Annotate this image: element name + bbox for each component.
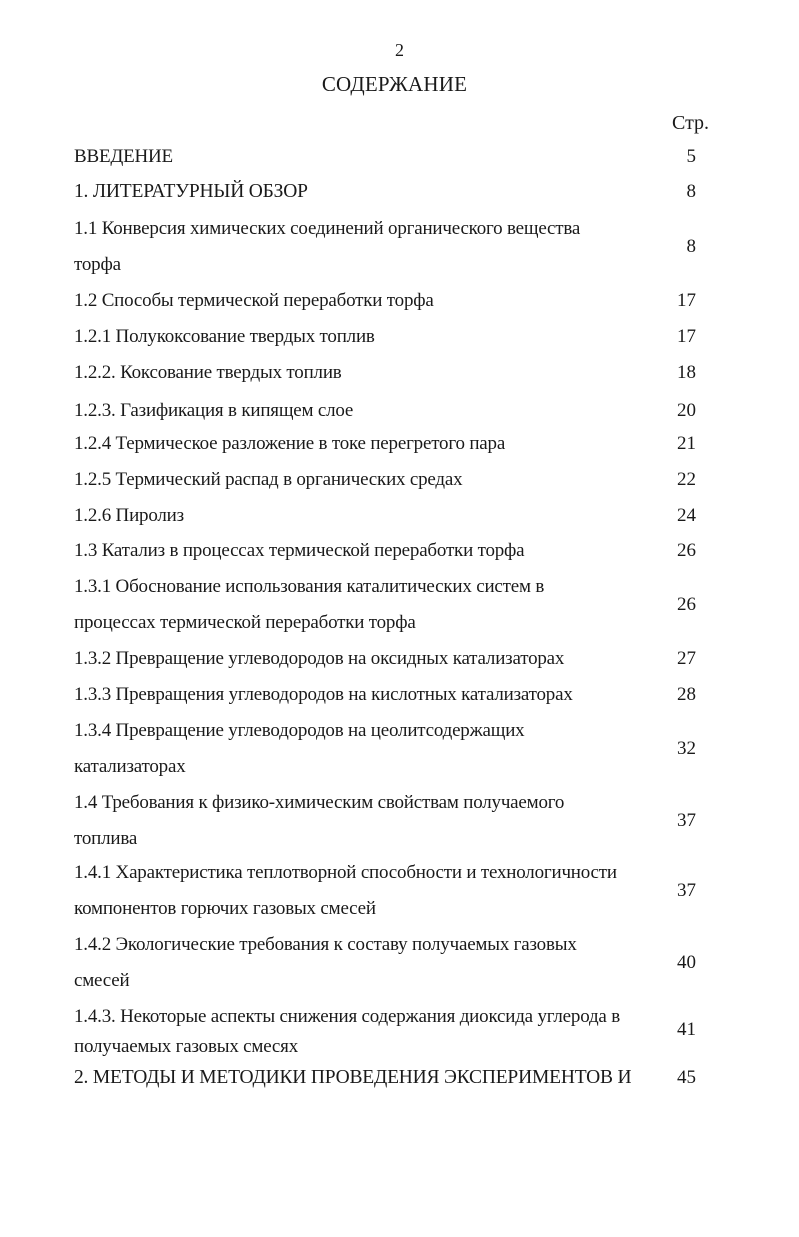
toc-entry-page: 41: [677, 1019, 696, 1040]
toc-entry-page: 18: [677, 362, 696, 383]
page-column-label: Стр.: [672, 112, 710, 134]
toc-entry-text: торфа: [74, 254, 121, 275]
toc-entry-page: 37: [677, 880, 696, 901]
toc-entry-text: получаемых газовых смесях: [74, 1036, 299, 1057]
toc-entry-text: 1.2.6 Пиролиз: [74, 505, 184, 526]
toc-entry-text: смесей: [74, 970, 130, 991]
toc-entry-text: топлива: [74, 828, 138, 849]
toc-entry: 1.3.3 Превращения углеводородов на кисло…: [74, 677, 696, 713]
toc-entry-page: 20: [677, 400, 696, 421]
toc-entry: 1.3 Катализ в процессах термической пере…: [74, 533, 696, 569]
toc-entry-page: 8: [686, 181, 697, 202]
toc-entry: 1.3.2 Превращение углеводородов на оксид…: [74, 641, 696, 677]
toc-entry: 1.4.1 Характеристика теплотворной способ…: [74, 855, 696, 927]
toc-entry-page: 22: [677, 469, 696, 490]
toc-entry-page: 17: [677, 290, 696, 311]
toc-entry-text: 1.3.2 Превращение углеводородов на оксид…: [74, 648, 565, 669]
toc-entry-text: 1.3 Катализ в процессах термической пере…: [74, 540, 525, 561]
toc-entry-page: 8: [686, 236, 697, 257]
toc-entry-text: 1.2.1 Полукоксование твердых топлив: [74, 326, 375, 347]
toc-entry-page: 45: [677, 1067, 696, 1088]
toc-entry-page: 32: [677, 738, 696, 759]
toc-entry-text: ВВЕДЕНИЕ: [74, 146, 173, 167]
toc-entry: 1.3.4 Превращение углеводородов на цеоли…: [74, 713, 696, 785]
toc-entry: 1.2.6 Пиролиз 24: [74, 498, 696, 534]
toc-entry: 2. МЕТОДЫ И МЕТОДИКИ ПРОВЕДЕНИЯ ЭКСПЕРИМ…: [74, 1060, 696, 1096]
toc-entry-text: 1.3.4 Превращение углеводородов на цеоли…: [74, 720, 525, 741]
toc-entry-text: 1.1 Конверсия химических соединений орга…: [74, 218, 581, 239]
toc-entry: 1.2.4 Термическое разложение в токе пере…: [74, 426, 696, 462]
toc-entry: 1.4.2 Экологические требования к составу…: [74, 927, 696, 999]
toc-entry-text: 1.4.3. Некоторые аспекты снижения содерж…: [74, 1006, 620, 1027]
toc-entry: 1.4.3. Некоторые аспекты снижения содерж…: [74, 1000, 696, 1060]
toc-entry: 1.1 Конверсия химических соединений орга…: [74, 211, 697, 283]
toc-entry: 1.2.2. Коксование твердых топлив 18: [74, 355, 696, 391]
toc-entry-page: 24: [677, 505, 696, 526]
toc-entry-text: 1. ЛИТЕРАТУРНЫЙ ОБЗОР: [74, 181, 308, 202]
toc-entry-page: 17: [677, 326, 696, 347]
page-number: 2: [395, 40, 404, 60]
toc-entry-text: 1.3.1 Обоснование использования каталити…: [74, 576, 545, 597]
toc-entry-text: катализаторах: [74, 756, 186, 777]
toc-entry-text: 1.4 Требования к физико-химическим свойс…: [74, 792, 565, 813]
toc-entry-page: 26: [677, 594, 696, 615]
toc-entry-text: 1.2.5 Термический распад в органических …: [74, 469, 463, 490]
toc-entry-text: 1.2 Способы термической переработки торф…: [74, 290, 434, 311]
toc-entry-page: 40: [677, 952, 696, 973]
toc-entry-text: 1.2.3. Газификация в кипящем слое: [74, 400, 354, 421]
toc-entry: 1.4 Требования к физико-химическим свойс…: [74, 785, 696, 857]
toc-entry-text: 1.3.3 Превращения углеводородов на кисло…: [74, 684, 573, 705]
toc-entry-text: 1.4.2 Экологические требования к составу…: [74, 934, 577, 955]
toc-entry-text: 1.4.1 Характеристика теплотворной способ…: [74, 862, 617, 883]
toc-entry-text: процессах термической переработки торфа: [74, 612, 416, 633]
toc-entry: 1.2.1 Полукоксование твердых топлив 17: [74, 319, 696, 355]
toc-entry: 1.2.3. Газификация в кипящем слое 20: [74, 393, 696, 429]
toc-entry-page: 37: [677, 810, 696, 831]
toc-entry-text: 2. МЕТОДЫ И МЕТОДИКИ ПРОВЕДЕНИЯ ЭКСПЕРИМ…: [74, 1067, 632, 1088]
toc-entry: 1.3.1 Обоснование использования каталити…: [74, 569, 696, 641]
toc-entry: 1.2.5 Термический распад в органических …: [74, 462, 696, 498]
toc-entry-page: 5: [686, 146, 697, 167]
toc-entry-page: 28: [677, 684, 696, 705]
toc-entry-page: 21: [677, 433, 696, 454]
toc-entry: ВВЕДЕНИЕ 5: [74, 139, 697, 175]
toc-entry: 1. ЛИТЕРАТУРНЫЙ ОБЗОР 8: [74, 174, 697, 210]
toc-entry-text: 1.2.2. Коксование твердых топлив: [74, 362, 342, 383]
toc-entry-page: 26: [677, 540, 696, 561]
toc-entry: 1.2 Способы термической переработки торф…: [74, 283, 696, 319]
toc-entry-page: 27: [677, 648, 696, 669]
toc-entry-text: компонентов горючих газовых смесей: [74, 898, 376, 919]
toc-entry-text: 1.2.4 Термическое разложение в токе пере…: [74, 433, 506, 454]
page-title: СОДЕРЖАНИЕ: [321, 72, 468, 96]
